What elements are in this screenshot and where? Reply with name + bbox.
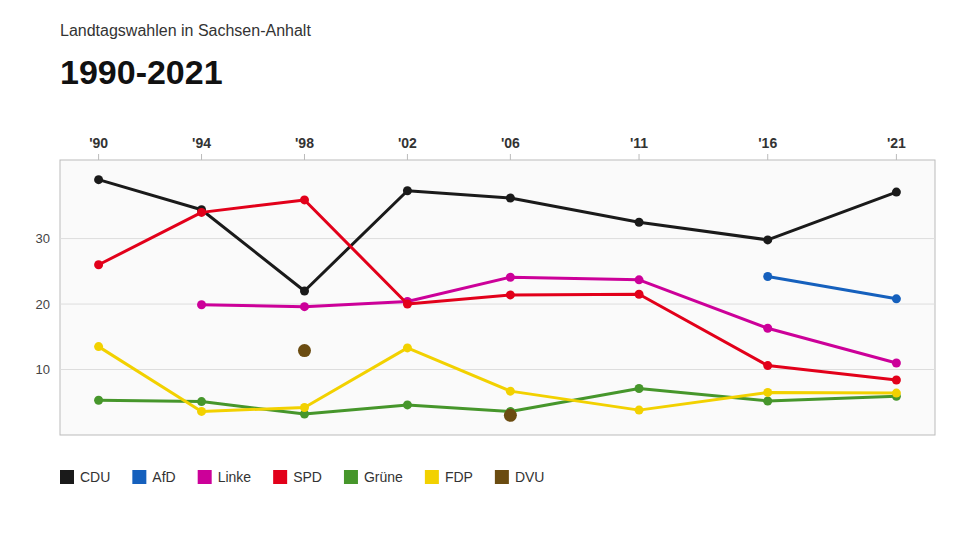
data-point: [892, 358, 901, 367]
title: 1990-2021: [60, 53, 223, 91]
legend-label: AfD: [152, 469, 175, 485]
y-tick-label: 10: [36, 362, 50, 377]
marks: [94, 175, 901, 422]
page: {"chart_data": { "type": "line", "subtit…: [0, 0, 960, 544]
data-point: [892, 389, 901, 398]
x-tick: [304, 154, 305, 160]
series-line: [202, 277, 897, 363]
legend-swatch: [132, 470, 146, 484]
x-tick-label: '02: [398, 135, 417, 151]
data-point: [403, 400, 412, 409]
data-point: [892, 376, 901, 385]
data-point: [197, 208, 206, 217]
x-tick: [201, 154, 202, 160]
data-point: [635, 406, 644, 415]
legend-label: Linke: [218, 469, 252, 485]
legend-swatch: [198, 470, 212, 484]
series-line: [99, 180, 897, 291]
data-point: [506, 387, 515, 396]
legend-label: FDP: [445, 469, 473, 485]
data-point: [403, 343, 412, 352]
x-tick: [510, 154, 511, 160]
data-point: [763, 361, 772, 370]
data-point: [763, 324, 772, 333]
data-point: [506, 193, 515, 202]
legend-swatch: [495, 470, 509, 484]
legend-swatch: [60, 470, 74, 484]
data-point: [298, 344, 311, 357]
data-point: [197, 407, 206, 416]
plot-frame: [60, 160, 935, 435]
series-line: [99, 347, 897, 412]
y-tick-label: 30: [36, 231, 50, 246]
series-1: [763, 272, 901, 303]
x-tick-label: '06: [501, 135, 520, 151]
legend-label: Grüne: [364, 469, 403, 485]
x-tick: [767, 154, 768, 160]
data-point: [94, 260, 103, 269]
x-tick-label: '94: [192, 135, 211, 151]
data-point: [506, 290, 515, 299]
data-point: [635, 384, 644, 393]
data-point: [94, 175, 103, 184]
x-tick: [407, 154, 408, 160]
data-point: [763, 396, 772, 405]
legend-swatch: [273, 470, 287, 484]
chart: Landtagswahlen in Sachsen-Anhalt 1990-202…: [0, 0, 960, 544]
series-5: [94, 342, 901, 416]
data-point: [94, 396, 103, 405]
x-tick: [98, 154, 99, 160]
series-4: [94, 384, 901, 419]
x-tick-label: '90: [89, 135, 108, 151]
data-point: [635, 290, 644, 299]
x-tick-label: '11: [630, 135, 648, 151]
data-point: [403, 300, 412, 309]
x-tick-label: '21: [887, 135, 906, 151]
data-point: [635, 218, 644, 227]
data-point: [763, 388, 772, 397]
series-line: [768, 277, 897, 299]
data-point: [300, 403, 309, 412]
data-point: [892, 294, 901, 303]
x-tick: [639, 154, 640, 160]
x-tick: [896, 154, 897, 160]
data-point: [300, 286, 309, 295]
subtitle: Landtagswahlen in Sachsen-Anhalt: [60, 22, 311, 39]
data-point: [300, 195, 309, 204]
data-point: [635, 275, 644, 284]
data-point: [94, 342, 103, 351]
legend-swatch: [344, 470, 358, 484]
data-point: [197, 397, 206, 406]
legend-label: SPD: [293, 469, 322, 485]
x-tick-label: '98: [295, 135, 314, 151]
legend-label: CDU: [80, 469, 110, 485]
series-2: [197, 273, 901, 368]
data-point: [892, 188, 901, 197]
data-point: [763, 272, 772, 281]
y-grid: [60, 239, 935, 370]
data-point: [504, 409, 517, 422]
data-point: [403, 186, 412, 195]
grid-line: [60, 304, 935, 305]
data-point: [506, 273, 515, 282]
data-point: [300, 302, 309, 311]
legend-swatch: [425, 470, 439, 484]
x-tick-label: '16: [758, 135, 777, 151]
data-point: [197, 300, 206, 309]
series-3: [94, 195, 901, 384]
series-6: [298, 344, 517, 422]
grid-line: [60, 238, 935, 239]
legend: CDU AfD Linke SPD Grüne FDP DVU: [60, 469, 544, 485]
data-point: [763, 235, 772, 244]
series-line: [99, 200, 897, 380]
y-tick-label: 20: [36, 297, 50, 312]
legend-label: DVU: [515, 469, 545, 485]
